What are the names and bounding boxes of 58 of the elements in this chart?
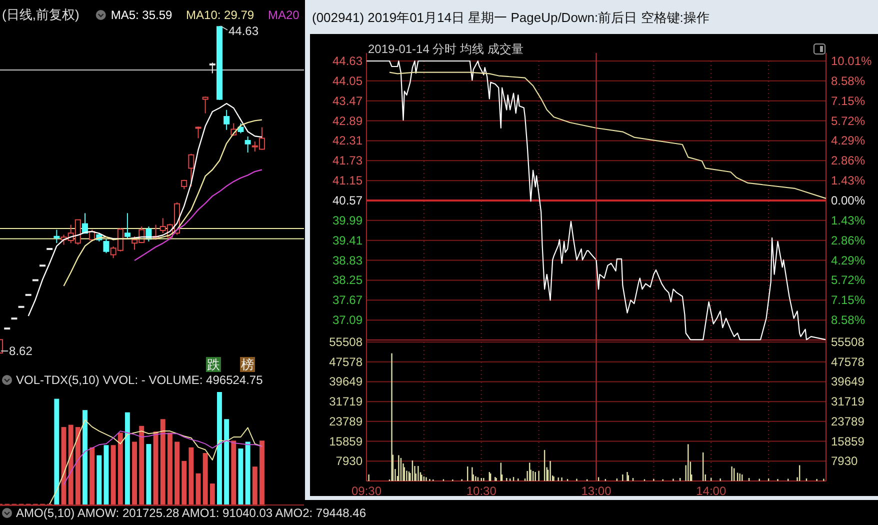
y-tick-label: 23789 xyxy=(831,414,865,428)
y-tick-label: 38.83 xyxy=(332,253,363,268)
y-tick-label: 42.89 xyxy=(332,114,363,128)
y-tick-label: 43.47 xyxy=(332,94,363,108)
y2-tick-label: 4.29% xyxy=(831,134,866,148)
y2-tick-label: 5.72% xyxy=(831,273,866,288)
y-tick-label: 39649 xyxy=(329,374,363,389)
y-tick-label: 44.63 xyxy=(332,54,363,68)
y-tick-label: 39649 xyxy=(831,374,865,389)
text: 榜 xyxy=(241,357,254,372)
x-tick-label: 09:30 xyxy=(351,484,382,498)
text: MA10: 29.79 xyxy=(186,8,254,22)
y-tick-label: 15859 xyxy=(831,434,865,448)
y-tick-label: 7930 xyxy=(336,454,363,468)
y-tick-label: 38.25 xyxy=(332,273,363,288)
chart-subtitle: 2019-01-14 分时 均线 成交量 xyxy=(368,42,524,56)
y2-tick-label: 7.15% xyxy=(831,94,866,108)
y2-tick-label: 10.01% xyxy=(831,54,872,68)
y-tick-label: 47578 xyxy=(329,354,363,369)
y2-tick-label: 1.43% xyxy=(831,174,866,188)
y2-tick-label: 1.43% xyxy=(831,213,866,228)
text: AMO(5,10) AMOW: 201725.28 AMO1: 91040.03 AMO2: 79448.46 xyxy=(16,506,366,520)
y-tick-label: 7930 xyxy=(831,454,858,468)
y-tick-label: 55508 xyxy=(831,335,865,349)
y-tick-label: 44.05 xyxy=(332,74,363,88)
y2-tick-label: 2.86% xyxy=(831,154,866,168)
text: 跌 xyxy=(207,357,220,372)
y2-tick-label: 8.58% xyxy=(831,313,866,328)
y2-tick-label: 8.58% xyxy=(831,74,866,88)
y-tick-label: 40.57 xyxy=(332,194,363,208)
y-tick-label: 42.31 xyxy=(332,134,363,148)
y2-tick-label: 7.15% xyxy=(831,293,866,308)
x-tick-label: 10:30 xyxy=(466,484,497,498)
y-tick-label: 31719 xyxy=(831,394,865,409)
y-tick-label: 39.99 xyxy=(332,213,363,228)
y2-tick-label: 0.00% xyxy=(831,194,866,208)
x-tick-label: 14:00 xyxy=(696,484,726,498)
y-tick-label: 31719 xyxy=(329,394,363,409)
y2-tick-label: 2.86% xyxy=(831,233,866,248)
y-tick-label: 39.41 xyxy=(332,233,363,248)
annotation: 44.63 xyxy=(228,24,259,38)
chart-title: (002941) 2019年01月14日 星期一 PageUp/Down:前后日 空格键:操作 xyxy=(312,10,710,25)
y-tick-label: 37.67 xyxy=(332,293,363,308)
y-tick-label: 15859 xyxy=(329,434,363,448)
y2-tick-label: 5.72% xyxy=(831,114,866,128)
y2-tick-label: 4.29% xyxy=(831,253,866,268)
chart-title: VOL-TDX(5,10) VVOL: - VOLUME: 496524.75 xyxy=(16,373,264,387)
y-tick-label: 41.73 xyxy=(332,154,363,168)
annotation: 8.62 xyxy=(9,344,33,358)
y-tick-label: 23789 xyxy=(329,414,363,428)
x-tick-label: 13:00 xyxy=(581,484,612,498)
y-tick-label: 41.15 xyxy=(332,174,363,188)
chart-title: (日线,前复权) xyxy=(2,7,80,22)
y-tick-label: 55508 xyxy=(329,335,363,349)
y-tick-label: 37.09 xyxy=(332,313,363,328)
text: MA5: 35.59 xyxy=(110,8,173,22)
text: MA20 xyxy=(268,8,300,22)
y-tick-label: 47578 xyxy=(831,354,865,369)
